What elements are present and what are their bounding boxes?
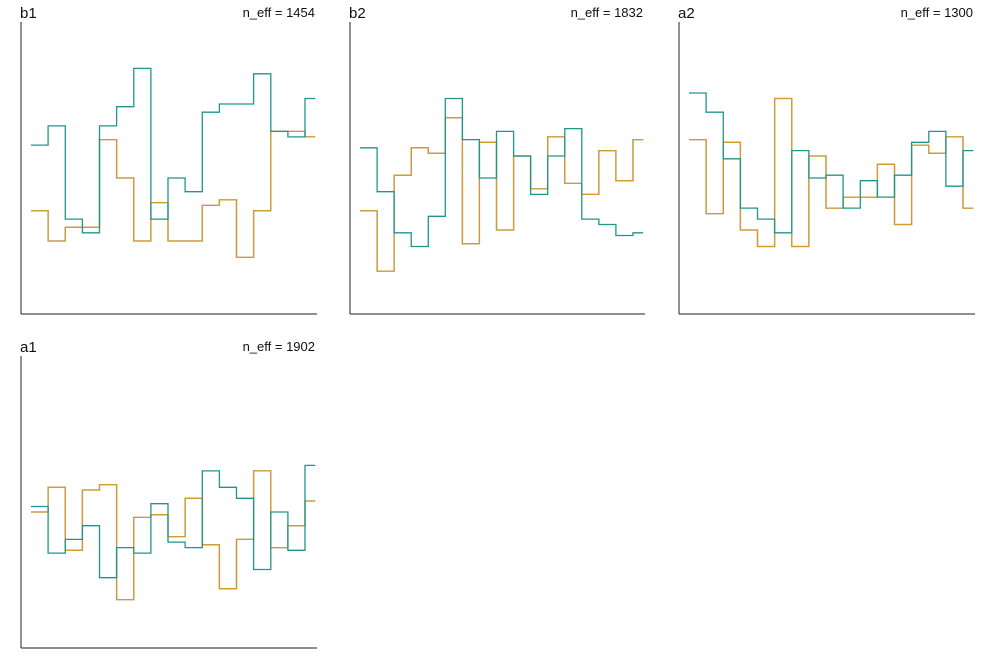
trace-chain-3 <box>360 97 644 248</box>
trace-chain-2 <box>31 470 316 601</box>
panel-title: a2 <box>678 5 695 22</box>
panel-title: b1 <box>20 5 37 22</box>
trace-chain-2 <box>360 117 644 272</box>
n-eff-label: n_eff = 1902 <box>243 339 315 354</box>
trace-chain-1 <box>31 470 316 601</box>
n-eff-label: n_eff = 1454 <box>243 5 315 20</box>
trace-chain-3 <box>31 67 316 234</box>
trace-chain-1 <box>31 130 316 259</box>
panel-title: a1 <box>20 339 37 356</box>
trace-chain-2 <box>31 130 316 259</box>
n-eff-label: n_eff = 1300 <box>901 5 973 20</box>
trace-chain-3 <box>689 92 974 234</box>
trace-chain-3 <box>31 464 316 579</box>
trace-panel-a2: a2 n_eff = 1300 <box>678 5 975 315</box>
n-eff-label: n_eff = 1832 <box>571 5 643 20</box>
trace-panel-a1: a1 n_eff = 1902 <box>20 339 317 649</box>
trace-chain-1 <box>360 117 644 272</box>
trace-chain-2 <box>689 97 974 248</box>
panel-title: b2 <box>349 5 366 22</box>
trace-panel-b1: b1 n_eff = 1454 <box>20 5 317 315</box>
trace-chain-1 <box>689 97 974 248</box>
trace-panel-b2: b2 n_eff = 1832 <box>349 5 645 315</box>
